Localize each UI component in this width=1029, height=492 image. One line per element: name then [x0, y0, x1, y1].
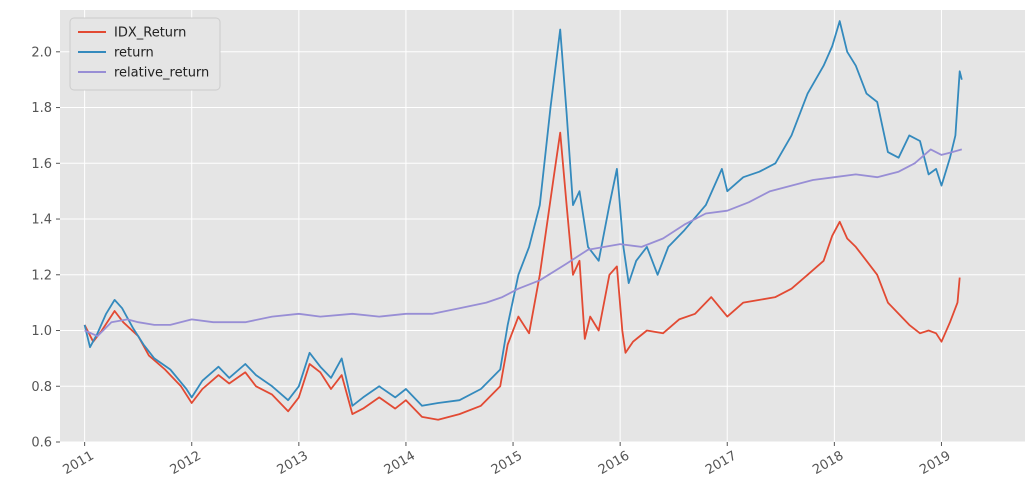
series-line-idx-return [83, 131, 961, 421]
x-tick-label: 2012 [168, 448, 204, 478]
y-tick-label: 0.8 [31, 380, 52, 395]
x-tick-label: 2016 [596, 448, 632, 478]
y-tick-label: 1.8 [31, 101, 52, 116]
series-lines [83, 20, 963, 421]
x-tick-label: 2011 [60, 448, 96, 478]
series-line-return [83, 20, 963, 407]
y-tick-label: 2.0 [31, 45, 52, 60]
x-tick-label: 2017 [703, 448, 739, 478]
y-tick-label: 0.6 [31, 436, 52, 451]
legend-label: IDX_Return [114, 26, 186, 41]
x-tick-label: 2013 [275, 448, 311, 478]
x-tick-label: 2014 [382, 448, 418, 478]
y-tick-label: 1.2 [31, 268, 52, 283]
y-tick-label: 1.4 [31, 213, 52, 228]
grid [60, 10, 1025, 443]
series-line-relative-return [84, 148, 963, 337]
y-tick-label: 1.0 [31, 324, 52, 339]
y-tick-label: 1.6 [31, 157, 52, 172]
legend-label: return [114, 46, 154, 61]
legend-box [69, 17, 221, 91]
legend-label: relative_return [114, 66, 209, 81]
x-tick-label: 2019 [917, 448, 953, 478]
x-tick-label: 2018 [810, 448, 846, 478]
x-tick-label: 2015 [489, 448, 525, 478]
